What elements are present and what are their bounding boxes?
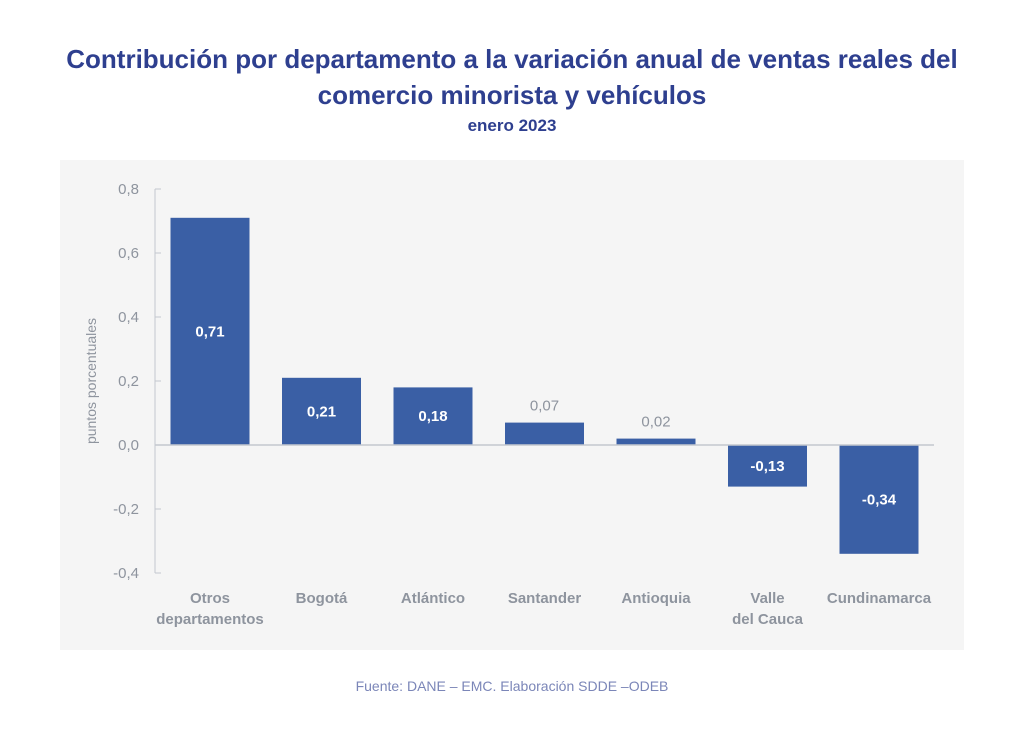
data-label: 0,02 xyxy=(641,414,670,431)
data-label: 0,07 xyxy=(530,398,559,415)
source-note: Fuente: DANE – EMC. Elaboración SDDE –OD… xyxy=(355,678,669,694)
chart-title-line1: Contribución por departamento a la varia… xyxy=(66,44,958,74)
data-label: 0,18 xyxy=(418,408,447,425)
bar xyxy=(170,217,250,445)
y-tick-label: 0,0 xyxy=(118,437,139,454)
x-tick-label: Bogotá xyxy=(296,590,348,607)
data-label: 0,71 xyxy=(195,323,224,340)
data-label: -0,34 xyxy=(862,491,897,508)
x-tick-label: Valle xyxy=(750,590,784,607)
y-tick-label: 0,4 xyxy=(118,309,139,326)
x-tick-label: del Cauca xyxy=(732,611,804,628)
x-tick-label: Otros xyxy=(190,590,230,607)
y-tick-label: -0,2 xyxy=(113,501,139,518)
bar xyxy=(393,387,473,445)
chart-subtitle: enero 2023 xyxy=(467,116,557,135)
x-tick-label: Santander xyxy=(508,590,582,607)
x-tick-label: Antioquia xyxy=(621,590,691,607)
y-tick-label: -0,4 xyxy=(113,565,139,582)
data-label: 0,21 xyxy=(307,403,336,420)
bar xyxy=(505,422,584,445)
y-tick-label: 0,8 xyxy=(118,181,139,198)
x-tick-label: Cundinamarca xyxy=(827,590,932,607)
chart-title-line2: comercio minorista y vehículos xyxy=(317,80,707,110)
bar xyxy=(282,377,361,445)
y-tick-label: 0,6 xyxy=(118,245,139,262)
x-tick-label: departamentos xyxy=(156,611,264,628)
bar xyxy=(839,445,919,554)
bar xyxy=(616,438,696,445)
bar xyxy=(728,445,807,487)
y-axis-title: puntos porcentuales xyxy=(83,318,99,444)
x-tick-label: Atlántico xyxy=(401,590,465,607)
data-label: -0,13 xyxy=(750,458,784,475)
y-tick-label: 0,2 xyxy=(118,373,139,390)
